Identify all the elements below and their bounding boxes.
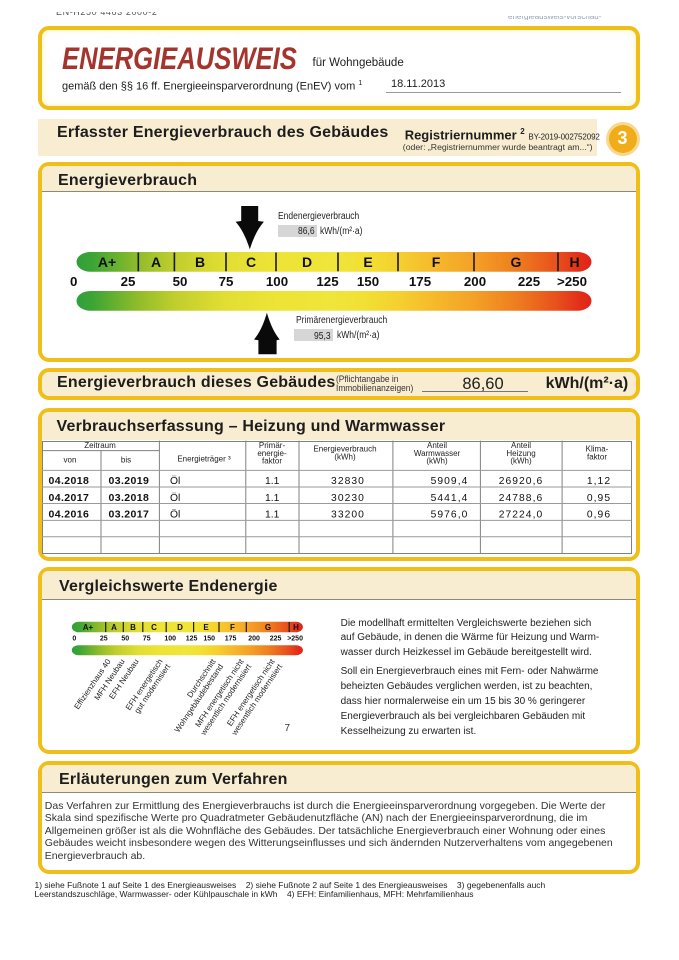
svg-text:27224,0: 27224,0: [499, 509, 544, 520]
svg-text:>250: >250: [557, 274, 587, 289]
svg-text:1.1: 1.1: [265, 476, 280, 487]
svg-text:5441,4: 5441,4: [431, 493, 469, 504]
svg-text:energie-: energie-: [257, 449, 287, 458]
svg-text:G: G: [265, 623, 271, 632]
svg-text:150: 150: [203, 635, 215, 642]
svg-text:1.1: 1.1: [265, 493, 280, 504]
svg-text:25: 25: [121, 274, 136, 289]
svg-text:175: 175: [409, 274, 432, 289]
svg-text:04.2017: 04.2017: [49, 492, 90, 504]
svg-text:Zeitraum: Zeitraum: [84, 441, 116, 450]
svg-text:F: F: [432, 254, 441, 270]
svg-text:von: von: [64, 456, 77, 465]
svg-text:50: 50: [173, 274, 188, 289]
svg-text:Energieverbrauch: Energieverbrauch: [313, 445, 376, 454]
svg-text:30230: 30230: [331, 493, 365, 504]
svg-text:C: C: [151, 623, 157, 632]
svg-text:04.2018: 04.2018: [49, 475, 90, 487]
svg-text:1,12: 1,12: [587, 476, 611, 487]
svg-text:H: H: [569, 254, 579, 270]
svg-text:Energieträger ³: Energieträger ³: [177, 454, 231, 463]
svg-text:Anteil: Anteil: [511, 441, 531, 450]
svg-text:1.1: 1.1: [265, 509, 280, 520]
svg-text:33200: 33200: [331, 509, 365, 520]
svg-text:100: 100: [164, 635, 176, 642]
svg-text:Heizung: Heizung: [506, 449, 535, 458]
svg-text:25: 25: [100, 635, 108, 642]
svg-text:200: 200: [248, 635, 260, 642]
svg-text:0,95: 0,95: [587, 493, 611, 504]
svg-text:(kWh): (kWh): [334, 452, 356, 461]
svg-text:Öl: Öl: [170, 475, 180, 487]
svg-text:B: B: [130, 623, 136, 632]
svg-text:A+: A+: [83, 623, 94, 632]
svg-text:B: B: [195, 254, 205, 270]
svg-text:75: 75: [143, 635, 151, 642]
svg-text:225: 225: [270, 635, 282, 642]
svg-text:faktor: faktor: [587, 452, 607, 461]
svg-text:D: D: [177, 623, 183, 632]
svg-text:75: 75: [219, 274, 234, 289]
svg-text:5976,0: 5976,0: [431, 509, 469, 520]
svg-text:150: 150: [357, 274, 379, 289]
svg-text:E: E: [363, 254, 372, 270]
svg-text:200: 200: [464, 274, 486, 289]
svg-text:(kWh): (kWh): [426, 457, 448, 466]
svg-text:125: 125: [316, 274, 339, 289]
svg-text:D: D: [302, 254, 312, 270]
svg-text:26920,6: 26920,6: [499, 476, 544, 487]
svg-text:0: 0: [70, 274, 77, 289]
svg-text:(kWh): (kWh): [510, 457, 532, 466]
svg-text:Öl: Öl: [170, 508, 180, 520]
svg-text:04.2016: 04.2016: [49, 508, 90, 520]
svg-text:A: A: [151, 254, 161, 270]
svg-text:C: C: [246, 254, 256, 270]
svg-text:5909,4: 5909,4: [431, 476, 469, 487]
svg-text:0,96: 0,96: [587, 509, 611, 520]
svg-text:Klima-: Klima-: [586, 445, 609, 454]
svg-text:Primär-: Primär-: [259, 441, 286, 450]
svg-text:G: G: [511, 254, 522, 270]
svg-text:24788,6: 24788,6: [499, 493, 544, 504]
svg-text:>250: >250: [287, 635, 303, 642]
svg-text:03.2018: 03.2018: [109, 492, 150, 504]
svg-text:faktor: faktor: [262, 457, 282, 466]
svg-text:125: 125: [186, 635, 198, 642]
svg-text:bis: bis: [121, 456, 131, 465]
svg-text:A: A: [111, 623, 117, 632]
svg-text:32830: 32830: [331, 476, 365, 487]
svg-text:F: F: [230, 623, 235, 632]
svg-text:A+: A+: [98, 254, 116, 270]
svg-text:03.2019: 03.2019: [109, 475, 150, 487]
svg-text:Anteil: Anteil: [427, 441, 447, 450]
svg-text:175: 175: [225, 635, 237, 642]
svg-text:03.2017: 03.2017: [109, 508, 150, 520]
svg-text:Öl: Öl: [170, 492, 180, 504]
svg-text:E: E: [203, 623, 209, 632]
svg-text:0: 0: [72, 635, 76, 642]
svg-text:225: 225: [518, 274, 541, 289]
svg-text:100: 100: [266, 274, 288, 289]
svg-text:H: H: [293, 623, 299, 632]
svg-text:Warmwasser: Warmwasser: [414, 449, 461, 458]
svg-text:50: 50: [121, 635, 129, 642]
